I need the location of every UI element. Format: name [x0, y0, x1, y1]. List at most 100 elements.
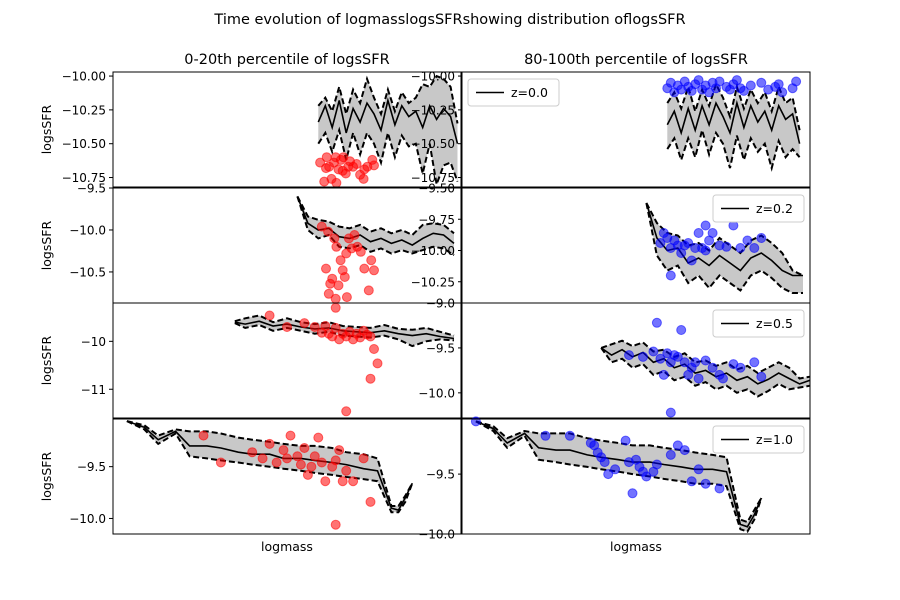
data-point — [359, 263, 370, 274]
data-point — [714, 76, 725, 87]
data-point — [686, 255, 697, 266]
y-tick-label: −10.00 — [411, 70, 455, 84]
median-line — [317, 97, 459, 144]
data-point — [321, 263, 331, 274]
data-point — [638, 351, 648, 362]
legend-box — [712, 309, 805, 338]
data-point — [749, 357, 760, 368]
legend-label: z=1.0 — [756, 432, 793, 447]
data-point — [329, 233, 340, 244]
y-tick-label: −10.50 — [62, 137, 106, 151]
data-point — [791, 76, 802, 87]
data-point — [349, 230, 360, 240]
y-tick-label: −10.0 — [418, 528, 455, 542]
data-point — [341, 292, 352, 303]
subplot-r3-c1: −9.5 −10.0 z=1.0 — [418, 416, 811, 542]
data-point — [742, 235, 753, 246]
y-tick-label: −10.75 — [411, 171, 455, 185]
data-point — [339, 272, 350, 282]
data-point — [335, 255, 346, 266]
data-point — [665, 449, 676, 460]
data-point — [610, 464, 621, 475]
y-tick-label: −10 — [81, 335, 106, 349]
legend-label: z=0.2 — [756, 201, 793, 216]
data-point — [365, 496, 376, 507]
subplot-r3-c0: −9.5 −10.0 logsSFR — [39, 418, 462, 535]
y-tick-label: −10.25 — [62, 103, 106, 117]
data-point — [330, 152, 341, 163]
subplot-r2-c0: −10 −11 logsSFR — [39, 302, 462, 419]
data-point — [365, 373, 376, 384]
data-point — [247, 447, 258, 458]
legend-label: z=0.5 — [756, 316, 793, 331]
column-title-left: 0-20th percentile of logsSFR — [184, 52, 389, 68]
data-point — [285, 430, 296, 441]
y-tick-label: −10.0 — [69, 512, 106, 526]
y-tick-label: −9.50 — [418, 182, 455, 196]
data-point — [337, 165, 348, 176]
data-point — [624, 350, 634, 361]
axes-frame — [461, 71, 811, 188]
y-axis-label: logsSFR — [39, 336, 54, 386]
data-point — [749, 243, 760, 253]
axes-frame — [461, 418, 811, 535]
y-tick-label: −10.0 — [418, 386, 455, 400]
data-point — [672, 351, 683, 362]
data-point — [693, 228, 704, 238]
data-point — [707, 228, 718, 238]
data-point — [264, 438, 275, 449]
y-axis-label: logsSFR — [39, 105, 54, 155]
legend: z=0.2 — [712, 194, 805, 223]
data-point — [198, 430, 209, 441]
y-tick-label: −9.75 — [418, 213, 455, 227]
axes-frame — [112, 302, 462, 419]
legend-box — [712, 194, 805, 223]
data-point — [351, 159, 362, 169]
y-tick-label: −10.00 — [62, 70, 106, 84]
data-point — [365, 331, 376, 342]
data-point — [651, 317, 662, 328]
data-point — [721, 241, 732, 252]
data-point — [627, 488, 638, 499]
data-point — [341, 248, 352, 259]
data-point — [603, 469, 614, 480]
data-point — [693, 75, 704, 86]
y-tick-label: −10.25 — [411, 103, 455, 117]
data-point — [714, 483, 725, 494]
data-point — [700, 220, 711, 231]
axes-frame — [112, 418, 462, 535]
data-point — [655, 238, 666, 248]
data-point — [355, 246, 366, 257]
data-point — [331, 177, 342, 188]
data-point — [700, 355, 711, 366]
data-point — [316, 457, 327, 468]
data-point — [215, 457, 226, 468]
data-point — [321, 163, 331, 174]
data-point — [655, 353, 666, 364]
data-point — [333, 280, 344, 291]
lower-bound-line — [317, 126, 459, 189]
y-tick-label: −10.5 — [69, 265, 106, 279]
spread-band — [318, 76, 458, 185]
data-point — [309, 451, 320, 462]
data-point — [366, 255, 377, 266]
y-tick-label: −9.5 — [77, 460, 106, 474]
upper-bound-line — [317, 74, 459, 124]
axes-frame — [112, 71, 462, 188]
lower-bound-line — [666, 126, 801, 172]
y-tick-label: −10.50 — [411, 137, 455, 151]
data-point — [330, 302, 341, 313]
data-point — [731, 75, 742, 86]
y-tick-label: −10.25 — [411, 275, 455, 289]
data-point — [295, 459, 306, 470]
upper-bound-line — [234, 314, 455, 337]
data-point — [756, 233, 767, 243]
data-point — [773, 79, 784, 90]
data-point — [302, 469, 313, 480]
legend-label: z=0.0 — [511, 85, 548, 100]
legend-box — [712, 425, 805, 454]
data-point — [369, 265, 379, 276]
data-point — [363, 285, 374, 296]
subplot-r1-c0: −9.5 −10.0 −10.5 logsSFR — [39, 182, 462, 304]
data-point — [369, 160, 379, 171]
